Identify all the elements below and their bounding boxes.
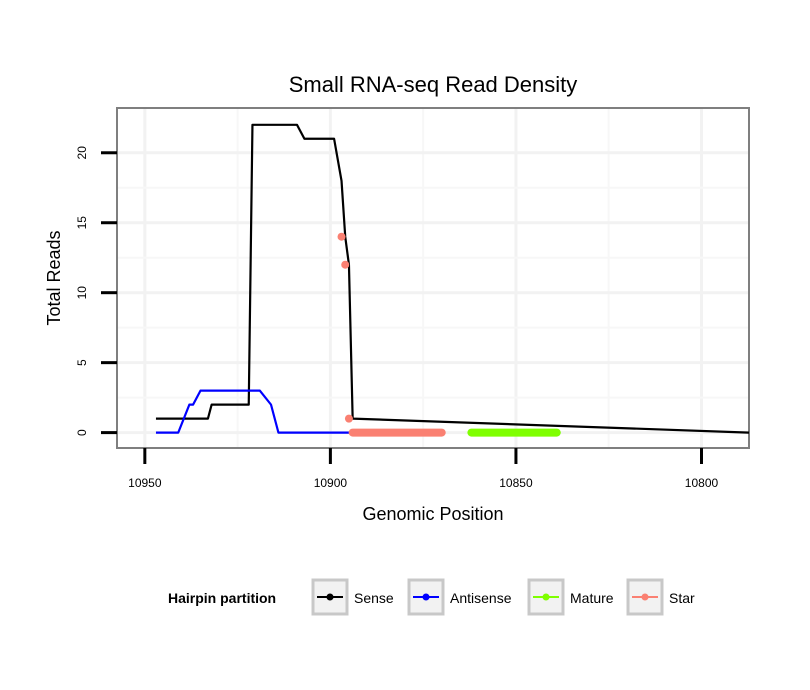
- y-tick-label: 0: [75, 429, 89, 436]
- axes: 10950 10900 10850 10800 0 5 10 15 20: [75, 146, 719, 490]
- series-point-star: [344, 414, 353, 423]
- series-point-star: [337, 232, 346, 241]
- series-layer: [155, 123, 750, 437]
- y-tick-label: 5: [75, 359, 89, 366]
- legend-label-antisense: Antisense: [450, 590, 512, 606]
- chart-title: Small RNA-seq Read Density: [289, 72, 578, 97]
- legend-key-point-star: [641, 593, 649, 601]
- x-tick-label: 10800: [685, 476, 719, 490]
- series-point-star: [341, 260, 350, 269]
- y-tick-label: 20: [75, 146, 89, 160]
- x-tick-label: 10900: [314, 476, 348, 490]
- legend-key-point-sense: [326, 593, 334, 601]
- grid-lines: [117, 108, 749, 448]
- legend-label-sense: Sense: [354, 590, 394, 606]
- y-tick-label: 15: [75, 216, 89, 230]
- y-axis-title: Total Reads: [44, 230, 64, 325]
- legend: Hairpin partition Sense Antisense Mature Sta…: [168, 578, 695, 616]
- x-axis-title: Genomic Position: [362, 504, 503, 524]
- legend-title: Hairpin partition: [168, 590, 276, 606]
- legend-key-point-mature: [542, 593, 550, 601]
- plot-border: [116, 107, 750, 449]
- x-tick-label: 10950: [128, 476, 162, 490]
- legend-label-star: Star: [669, 590, 695, 606]
- legend-key-point-antisense: [422, 593, 430, 601]
- x-tick-label: 10850: [499, 476, 533, 490]
- series-line-antisense: [155, 389, 353, 434]
- y-tick-label: 10: [75, 286, 89, 300]
- legend-label-mature: Mature: [570, 590, 614, 606]
